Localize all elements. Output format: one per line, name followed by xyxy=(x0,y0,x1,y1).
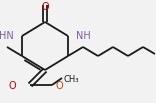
Text: O: O xyxy=(41,2,49,12)
Text: HN: HN xyxy=(0,31,14,41)
Text: CH₃: CH₃ xyxy=(63,74,78,84)
Text: NH: NH xyxy=(76,31,91,41)
Text: O: O xyxy=(56,81,64,91)
Text: O: O xyxy=(8,81,16,91)
